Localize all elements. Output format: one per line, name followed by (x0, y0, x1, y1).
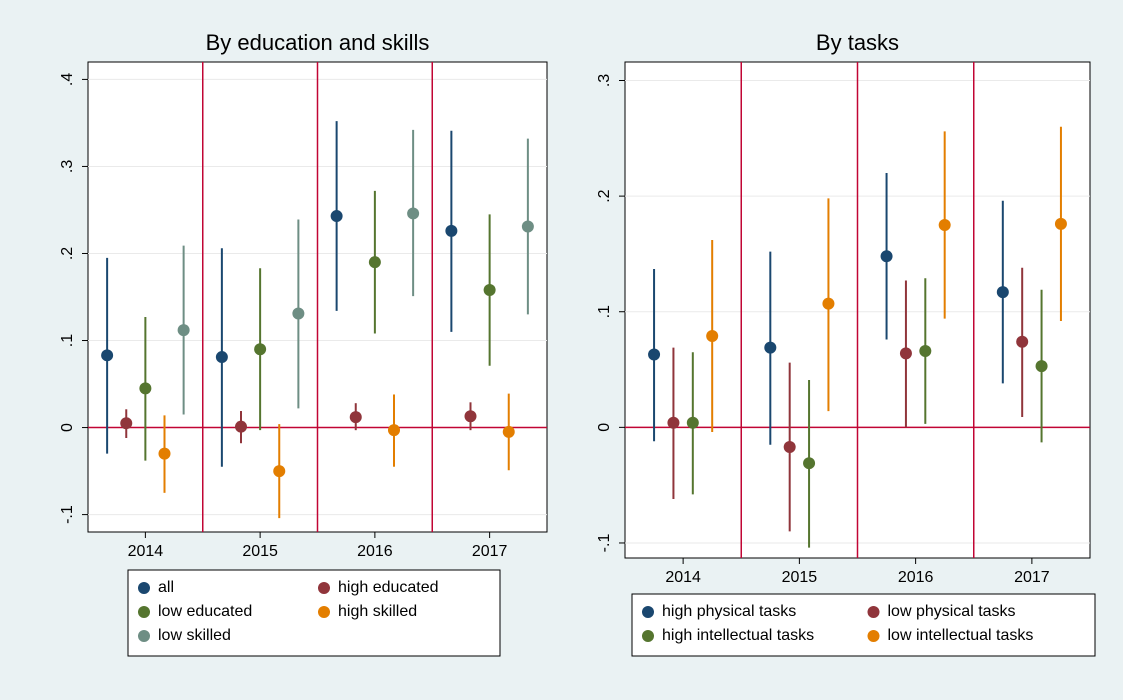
x-tick-label: 2017 (1014, 569, 1050, 586)
y-tick-label: .2 (59, 247, 76, 260)
point (521, 220, 534, 233)
point (330, 210, 343, 223)
point (273, 465, 286, 478)
point (158, 447, 171, 460)
legend-label: high educated (338, 579, 439, 596)
legend-marker (867, 630, 880, 642)
point (783, 441, 796, 454)
legend-label: high physical tasks (662, 603, 796, 620)
point (235, 420, 247, 433)
point (822, 297, 835, 310)
legend-marker (138, 582, 150, 594)
point (1054, 217, 1067, 230)
point (764, 341, 777, 354)
legend (127, 569, 501, 657)
legend-label: low intellectual tasks (888, 627, 1034, 644)
y-tick-label: .3 (596, 74, 613, 87)
point (177, 324, 190, 337)
x-tick-label: 2016 (357, 543, 393, 560)
y-tick-label: -.1 (59, 505, 76, 524)
point (368, 256, 381, 269)
point (1016, 335, 1029, 348)
y-tick-label: .2 (596, 189, 613, 202)
legend-label: high intellectual tasks (662, 627, 814, 644)
point (648, 348, 661, 361)
chart-title: By tasks (816, 30, 899, 55)
point (464, 410, 477, 423)
point (706, 330, 719, 343)
x-tick-label: 2015 (782, 569, 818, 586)
y-tick-label: 0 (59, 423, 76, 432)
y-tick-label: -.1 (596, 534, 613, 553)
x-tick-label: 2014 (128, 543, 164, 560)
point (667, 416, 680, 429)
legend-marker (138, 606, 150, 618)
y-tick-label: .3 (59, 160, 76, 173)
point (215, 351, 228, 364)
point (445, 224, 458, 237)
legend-marker (642, 606, 654, 618)
point (388, 424, 400, 437)
x-tick-label: 2016 (898, 569, 934, 586)
y-tick-label: .1 (596, 305, 613, 318)
point (502, 425, 515, 438)
legend-label: low physical tasks (888, 603, 1016, 620)
y-tick-label: .4 (59, 73, 76, 86)
point (938, 219, 951, 232)
point (919, 345, 932, 358)
point (120, 417, 133, 430)
point (1035, 360, 1048, 373)
chart-title: By education and skills (206, 30, 430, 55)
legend (631, 593, 1096, 657)
point (899, 347, 912, 360)
legend-label: high skilled (338, 603, 417, 620)
point (101, 349, 114, 362)
legend-marker (318, 582, 330, 594)
x-tick-label: 2014 (665, 569, 701, 586)
legend-marker (138, 630, 150, 642)
y-tick-label: .1 (59, 334, 76, 347)
point (686, 416, 699, 429)
x-tick-label: 2015 (242, 543, 278, 560)
point (407, 207, 420, 220)
point (880, 250, 893, 263)
legend-marker (867, 606, 880, 618)
legend-label: low educated (158, 603, 252, 620)
point (254, 343, 267, 356)
point (803, 457, 816, 470)
legend-marker (318, 606, 330, 618)
legend-marker (642, 630, 654, 642)
point (139, 382, 152, 395)
point (996, 286, 1009, 299)
x-tick-label: 2017 (472, 543, 508, 560)
point (483, 284, 496, 297)
legend-label: low skilled (158, 627, 231, 644)
legend-label: all (158, 579, 174, 596)
point (292, 307, 305, 320)
point (349, 411, 362, 424)
y-tick-label: 0 (596, 423, 613, 432)
